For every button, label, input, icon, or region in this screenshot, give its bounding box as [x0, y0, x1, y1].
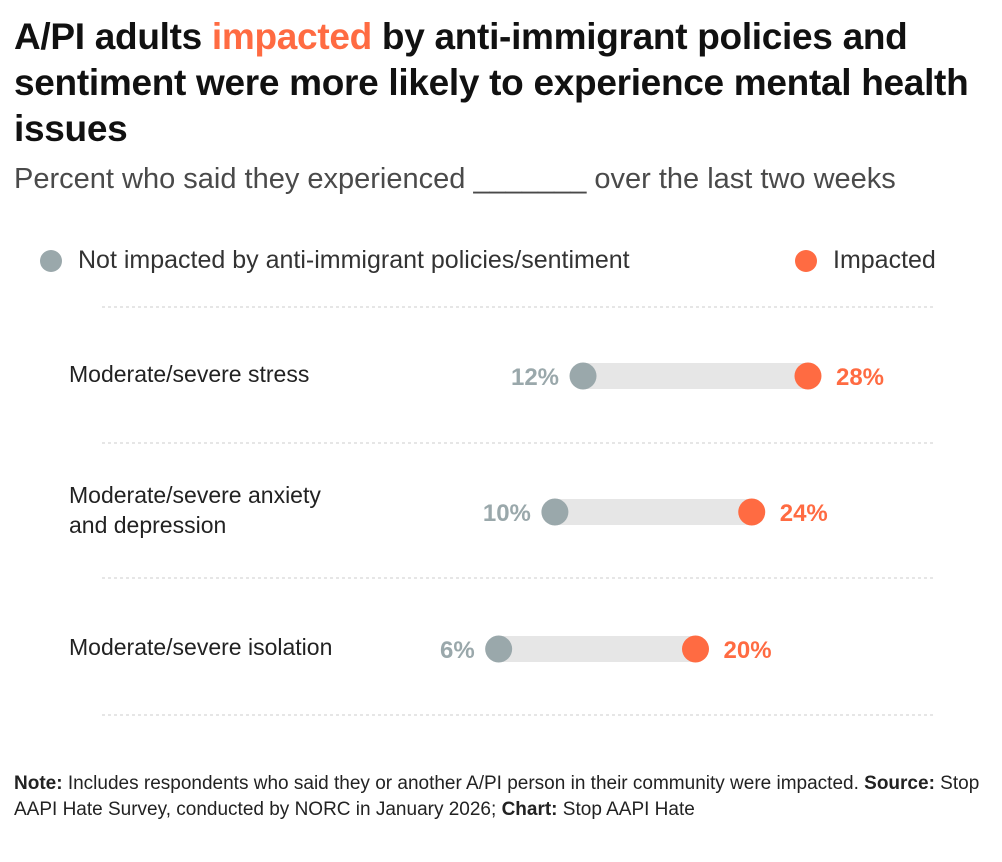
- chart-credit-text: Stop AAPI Hate: [557, 799, 695, 820]
- legend-item-not-impacted: Not impacted by anti-immigrant policies/…: [40, 246, 630, 275]
- category-label-2: Moderate/severe isolation: [69, 632, 332, 662]
- title-part-1: A/PI adults: [14, 16, 212, 57]
- source-label: Source:: [864, 773, 935, 794]
- legend-dot-not-impacted-icon: [40, 249, 62, 272]
- dot-impacted-1: [738, 498, 766, 526]
- category-label-line: Moderate/severe anxiety: [69, 482, 321, 508]
- value-label-not-impacted-0: 12%: [511, 364, 559, 391]
- dot-not-impacted-1: [541, 498, 569, 526]
- note-label: Note:: [14, 773, 63, 794]
- category-label-line: Moderate/severe stress: [69, 361, 310, 387]
- value-label-impacted-1: 24%: [780, 500, 828, 527]
- legend-label-impacted: Impacted: [833, 246, 936, 274]
- chart-credit-label: Chart:: [501, 799, 558, 820]
- title-part-2: by anti-immigrant policies and sentiment…: [14, 16, 969, 149]
- value-label-impacted-0: 28%: [836, 364, 884, 391]
- legend-item-impacted: Impacted: [795, 246, 936, 275]
- value-label-not-impacted-2: 6%: [440, 637, 475, 664]
- note-text: Includes respondents who said they or an…: [62, 773, 865, 794]
- chart-subtitle: Percent who said they experienced ______…: [14, 163, 896, 195]
- dot-not-impacted-0: [569, 362, 597, 390]
- chart-footer: Note: Includes respondents who said they…: [14, 771, 984, 823]
- dot-impacted-2: [682, 635, 709, 663]
- category-label-line: and depression: [69, 512, 227, 538]
- legend: Not impacted by anti-immigrant policies/…: [0, 246, 1002, 282]
- category-label-line: Moderate/severe isolation: [69, 634, 333, 660]
- title-highlight: impacted: [211, 16, 372, 57]
- dot-not-impacted-2: [485, 635, 513, 663]
- legend-dot-impacted-icon: [795, 249, 817, 272]
- value-label-impacted-2: 20%: [724, 637, 772, 664]
- category-label-1: Moderate/severe anxiety and depression: [69, 480, 321, 540]
- source-text: Stop AAPI Hate Survey, conducted by NORC…: [14, 773, 980, 820]
- category-label-0: Moderate/severe stress: [69, 359, 309, 389]
- value-label-not-impacted-1: 10%: [483, 500, 531, 527]
- chart-title: A/PI adults impacted by anti-immigrant p…: [14, 14, 974, 152]
- legend-label-not-impacted: Not impacted by anti-immigrant policies/…: [78, 246, 630, 274]
- dot-impacted-0: [794, 362, 822, 390]
